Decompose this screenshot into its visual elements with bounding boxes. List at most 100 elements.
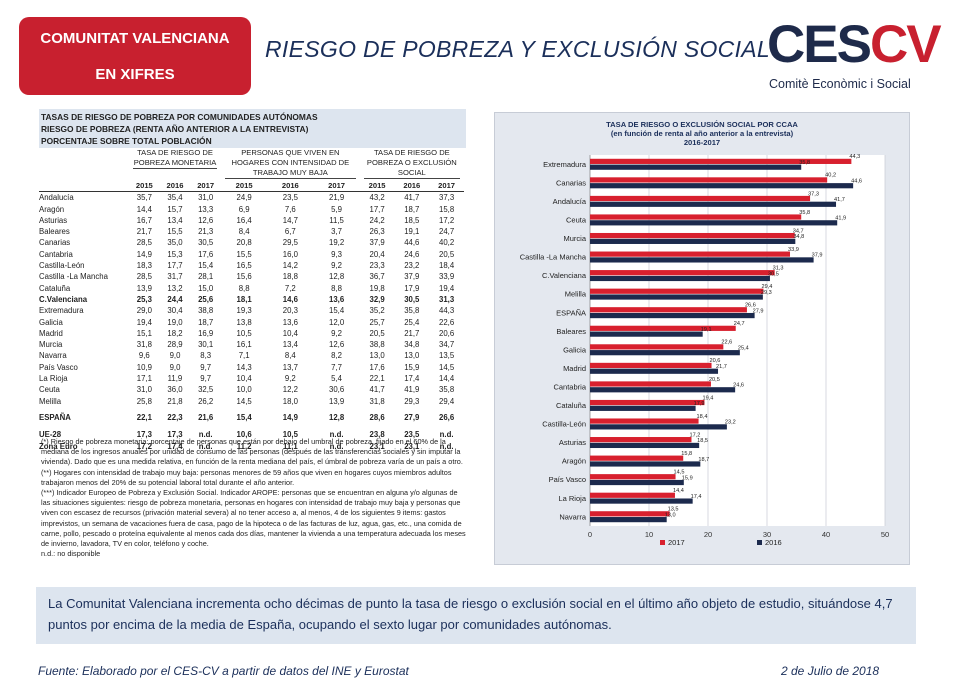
table-cell: 24,4 xyxy=(167,294,183,304)
bar-2016 xyxy=(590,368,719,374)
table-cell: 32,9 xyxy=(369,294,385,304)
table-cell: 23,8 xyxy=(369,430,385,440)
table-cell: 34,7 xyxy=(439,340,455,350)
table-cell: 22,1 xyxy=(136,413,152,423)
legend-label: 2017 xyxy=(668,538,685,547)
table-cell: 24,7 xyxy=(439,227,455,237)
category-label: Murcia xyxy=(563,234,586,243)
data-label: 20,6 xyxy=(710,358,721,364)
logo-text-ces: CES xyxy=(767,15,872,74)
table-cell: 44,6 xyxy=(404,238,420,248)
bar-2016 xyxy=(590,164,802,170)
table-cell: 21,8 xyxy=(167,396,183,406)
table-cell: 24,6 xyxy=(404,249,420,259)
data-label: 29,3 xyxy=(761,290,772,296)
table-cell: 13,3 xyxy=(198,204,214,214)
table-cell: 29,4 xyxy=(439,396,455,406)
data-label: 19,4 xyxy=(702,395,713,401)
table-cell: 20,6 xyxy=(439,328,455,338)
table-cell: 20,4 xyxy=(369,249,385,259)
bar-2017 xyxy=(590,399,705,406)
table-cell: 22,6 xyxy=(439,317,455,327)
data-label: 17,4 xyxy=(691,494,702,500)
table-cell: 28,6 xyxy=(369,413,385,423)
table-row: País Vasco 10,9 9,0 9,7 14,3 13,7 7,7 17,6 15,9 1… xyxy=(39,362,464,373)
table-cell: 7,2 xyxy=(284,283,296,293)
table-cell: 17,6 xyxy=(198,249,214,259)
table-cell: 14,6 xyxy=(282,294,298,304)
table-cell: n.d. xyxy=(439,430,454,440)
x-tick-label: 20 xyxy=(704,530,712,539)
bar-2016 xyxy=(590,479,684,486)
table-cell: n.d. xyxy=(198,430,213,440)
table-cell: 12,8 xyxy=(329,413,345,423)
table-cell: 13,4 xyxy=(167,215,183,225)
table-cell: 14,2 xyxy=(282,261,298,271)
table-cell: 17,7 xyxy=(369,204,385,214)
table-cell: 14,3 xyxy=(236,362,252,372)
data-label: 26,6 xyxy=(745,303,756,309)
table-cell: 17,3 xyxy=(136,430,152,440)
row-region-name: Galicia xyxy=(39,317,63,327)
table-cell: 20,5 xyxy=(439,249,455,259)
bar-2017 xyxy=(590,307,747,313)
table-cell: 41,7 xyxy=(404,193,420,203)
table-title-block: TASAS DE RIESGO DE POBREZA POR COMUNIDAD… xyxy=(39,109,466,148)
bar-2017 xyxy=(590,455,684,461)
table-cell: 28,9 xyxy=(167,340,183,350)
bar-2017 xyxy=(590,270,775,276)
bar-2017 xyxy=(590,325,736,331)
table-row: Murcia 31,8 28,9 30,1 16,1 13,4 12,6 38,8 34,8 34… xyxy=(39,339,464,350)
table-cell: 31,0 xyxy=(136,385,152,395)
chart-subtitle: (en función de renta al año anterior a l… xyxy=(611,129,794,138)
note-paragraph: n.d.: no disponible xyxy=(41,549,101,559)
bar-2017 xyxy=(590,474,676,480)
table-cell: 8,2 xyxy=(331,351,343,361)
table-cell: 13,4 xyxy=(282,340,298,350)
logo-subtitle: Comitè Econòmic i Social xyxy=(769,77,911,91)
table-cell: 7,6 xyxy=(284,204,296,214)
table-cell: 21,7 xyxy=(136,227,152,237)
bar-2016 xyxy=(590,257,814,263)
table-cell: 22,3 xyxy=(167,413,183,423)
year-header: 2016 xyxy=(267,180,314,193)
table-cell: 35,7 xyxy=(136,193,152,203)
table-cell: 25,4 xyxy=(404,317,420,327)
data-label: 18,7 xyxy=(698,457,709,463)
year-header: 2015 xyxy=(129,180,160,193)
data-label: 22,6 xyxy=(721,340,732,346)
table-cell: 11,2 xyxy=(236,441,252,451)
table-cell: 38,8 xyxy=(198,306,214,316)
note-paragraph: (***) Indicador Europeo de Pobreza y Exc… xyxy=(41,488,466,549)
table-cell: 19,1 xyxy=(404,227,420,237)
year-header-row: 2015 2016 2017 2015 2016 2017 2015 2016 2017 xyxy=(39,180,464,193)
data-label: 25,4 xyxy=(738,345,749,351)
table-cell: 41,9 xyxy=(404,385,420,395)
table-cell: 23,5 xyxy=(282,193,298,203)
table-cell: n.d. xyxy=(329,430,344,440)
table-row: Melilla 25,8 21,8 26,2 14,5 18,0 13,9 31,8 29,3 2… xyxy=(39,396,464,407)
table-row: Extremadura 29,0 30,4 38,8 19,3 20,3 15,4 35,2 3… xyxy=(39,305,464,316)
row-region-name: Madrid xyxy=(39,328,63,338)
data-label: 17,2 xyxy=(689,432,700,438)
table-cell: 26,6 xyxy=(439,413,455,423)
table-cell: 3,7 xyxy=(331,227,343,237)
note-paragraph: (*) Riesgo de pobreza monetaria: porcent… xyxy=(41,437,463,467)
data-label: 21,7 xyxy=(716,364,727,370)
table-cell: 11,1 xyxy=(282,441,298,451)
data-label: 35,8 xyxy=(799,160,810,166)
bar-2016 xyxy=(590,442,700,449)
data-label: 40,2 xyxy=(825,173,836,179)
table-row: Galicia 19,4 19,0 18,7 13,8 13,6 12,0 25,7 25,4 2… xyxy=(39,317,464,328)
bar-2016 xyxy=(590,498,693,504)
row-region-name: C.Valenciana xyxy=(39,294,88,304)
table-cell: 15,7 xyxy=(167,204,183,214)
row-region-name: Castilla-León xyxy=(39,261,85,271)
table-cell: 40,2 xyxy=(439,238,455,248)
category-label: Extremadura xyxy=(543,160,587,169)
table-cell: 34,8 xyxy=(404,340,420,350)
row-region-name: La Rioja xyxy=(39,374,68,384)
data-label: 19,1 xyxy=(701,327,712,333)
row-region-name: Aragón xyxy=(39,204,65,214)
bar-2017 xyxy=(590,437,692,443)
